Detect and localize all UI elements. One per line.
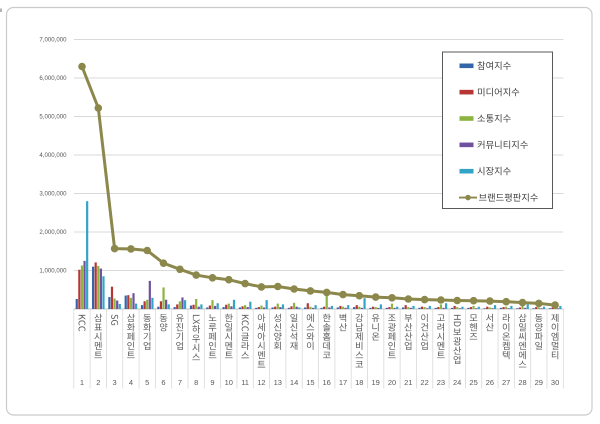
svg-text:3: 3 (113, 378, 117, 387)
svg-text:1,000,000: 1,000,000 (39, 268, 67, 275)
svg-text:2,000,000: 2,000,000 (39, 229, 67, 236)
svg-text:4: 4 (129, 378, 133, 387)
svg-text:11: 11 (241, 378, 249, 387)
svg-text:3,000,000: 3,000,000 (39, 191, 67, 198)
svg-text:16: 16 (323, 378, 331, 387)
svg-text:22: 22 (420, 378, 428, 387)
svg-text:28: 28 (518, 378, 526, 387)
svg-text:5,000,000: 5,000,000 (39, 114, 67, 121)
svg-text:12: 12 (257, 378, 265, 387)
svg-text:24: 24 (453, 378, 461, 387)
svg-text:10: 10 (225, 378, 233, 387)
svg-text:19: 19 (372, 378, 380, 387)
svg-text:17: 17 (339, 378, 347, 387)
svg-text:8: 8 (194, 378, 198, 387)
svg-text:27: 27 (502, 378, 510, 387)
svg-text:9: 9 (210, 378, 214, 387)
svg-text:7,000,000: 7,000,000 (39, 37, 67, 44)
svg-text:7: 7 (178, 378, 182, 387)
svg-text:25: 25 (469, 378, 477, 387)
svg-text:1: 1 (80, 378, 84, 387)
svg-text:4,000,000: 4,000,000 (39, 152, 67, 159)
svg-text:2: 2 (96, 378, 100, 387)
svg-text:14: 14 (290, 378, 298, 387)
svg-text:23: 23 (437, 378, 445, 387)
svg-text:18: 18 (355, 378, 363, 387)
svg-text:26: 26 (486, 378, 494, 387)
svg-text:15: 15 (306, 378, 314, 387)
svg-text:6: 6 (161, 378, 165, 387)
svg-text:20: 20 (388, 378, 396, 387)
svg-text:5: 5 (145, 378, 149, 387)
svg-text:21: 21 (404, 378, 412, 387)
svg-text:13: 13 (274, 378, 282, 387)
svg-text:29: 29 (535, 378, 543, 387)
svg-text:6,000,000: 6,000,000 (39, 75, 67, 82)
svg-text:30: 30 (551, 378, 559, 387)
